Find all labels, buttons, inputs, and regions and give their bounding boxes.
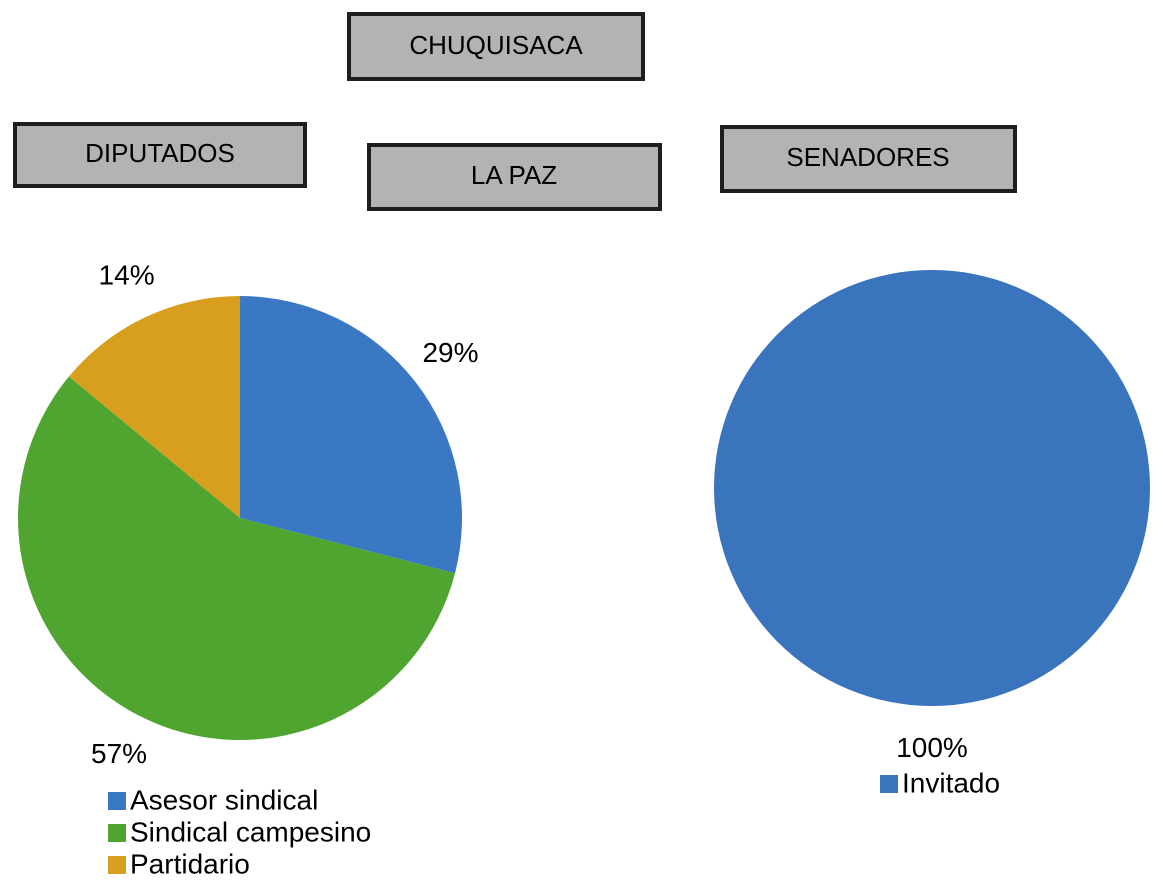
value-label: 14% (99, 259, 155, 290)
header-box (13, 122, 307, 188)
header-text: CHUQUISACA (409, 30, 583, 60)
value-label: 57% (91, 738, 147, 769)
legend-label: Sindical campesino (130, 816, 371, 847)
header-box (367, 143, 662, 211)
header-box (347, 12, 645, 81)
pie-slice (68, 296, 240, 518)
header-box (720, 125, 1017, 193)
pie-slice (17, 376, 456, 740)
header-text: DIPUTADOS (85, 138, 235, 168)
legend-swatch (108, 792, 126, 810)
legend-swatch (880, 775, 898, 793)
legend-label: Partidario (130, 848, 250, 879)
legend-label: Invitado (902, 767, 1000, 798)
pie-slice (240, 296, 462, 574)
legend-swatch (108, 856, 126, 874)
value-label: 29% (422, 337, 478, 368)
header-text: LA PAZ (471, 160, 557, 190)
pie-slice (714, 270, 1150, 706)
header-text: SENADORES (786, 142, 949, 172)
legend-label: Asesor sindical (130, 784, 318, 815)
legend-swatch (108, 824, 126, 842)
value-label: 100% (896, 732, 968, 763)
